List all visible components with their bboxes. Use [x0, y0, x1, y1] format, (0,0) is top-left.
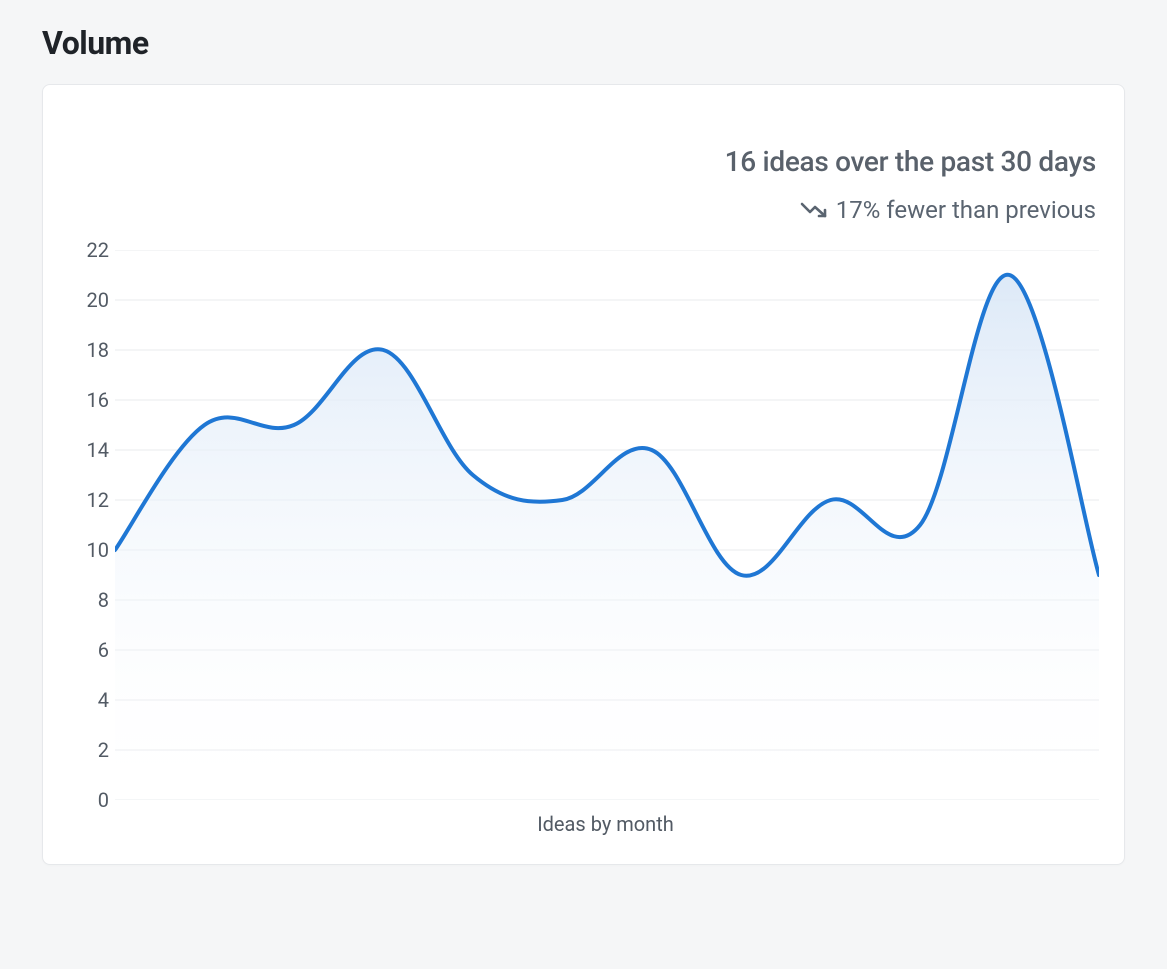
y-tick-label: 14	[87, 438, 109, 462]
chart-header: 16 ideas over the past 30 days 17% fewer…	[71, 105, 1096, 244]
y-tick-label: 0	[98, 788, 109, 812]
y-tick-label: 18	[87, 338, 109, 362]
section-title: Volume	[42, 24, 1125, 62]
chart-headline: 16 ideas over the past 30 days	[71, 145, 1096, 178]
chart-delta: 17% fewer than previous	[71, 196, 1096, 224]
chart-delta-text: 17% fewer than previous	[836, 196, 1096, 224]
y-tick-label: 10	[87, 538, 109, 562]
y-tick-label: 6	[98, 638, 109, 662]
trend-down-icon	[800, 201, 828, 219]
chart-plot	[115, 250, 1096, 800]
area-chart-svg	[115, 250, 1099, 800]
y-tick-label: 22	[87, 238, 109, 262]
y-tick-label: 8	[98, 588, 109, 612]
y-tick-label: 12	[87, 488, 109, 512]
volume-card: 16 ideas over the past 30 days 17% fewer…	[42, 84, 1125, 865]
chart-area: 0246810121416182022 Ideas by month	[71, 250, 1096, 836]
y-tick-label: 20	[87, 288, 109, 312]
y-tick-label: 16	[87, 388, 109, 412]
x-axis-title: Ideas by month	[115, 812, 1096, 836]
y-tick-label: 4	[98, 688, 109, 712]
y-axis-labels: 0246810121416182022	[71, 250, 115, 800]
y-tick-label: 2	[98, 738, 109, 762]
